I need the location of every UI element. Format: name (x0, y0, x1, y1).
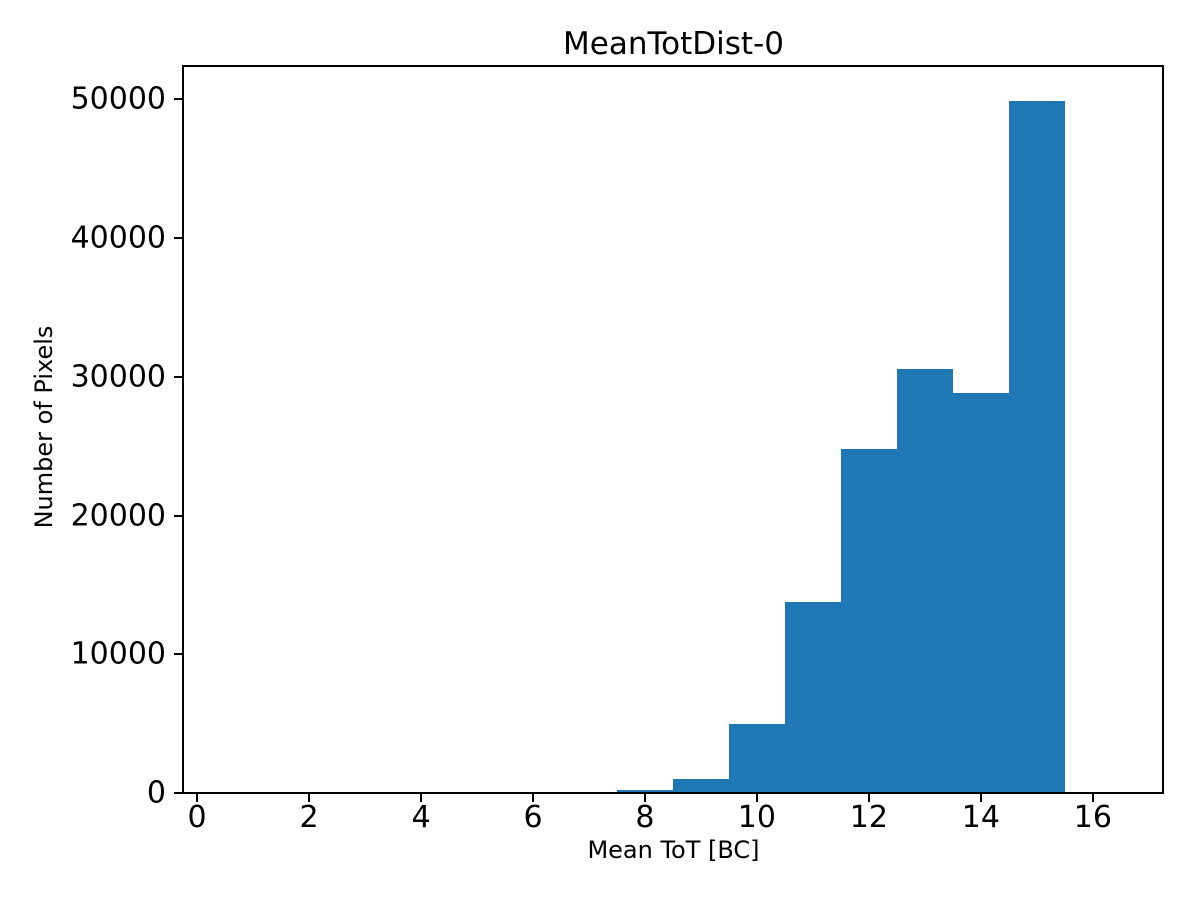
y-tick (174, 237, 182, 239)
x-tick (308, 794, 310, 802)
x-tick-label: 12 (849, 800, 888, 835)
y-tick (174, 653, 182, 656)
y-tick-label: 0 (146, 775, 166, 811)
y-tick-label: 10000 (70, 636, 166, 672)
y-tick-label: 20000 (70, 498, 166, 533)
histogram-bar (784, 601, 841, 792)
y-tick (174, 514, 182, 517)
x-tick (196, 794, 198, 802)
x-tick-label: 6 (523, 800, 543, 835)
x-tick (979, 794, 982, 802)
y-tick-label: 50000 (70, 81, 166, 117)
x-axis-label: Mean ToT [BC] (587, 836, 760, 864)
histogram-bar (896, 368, 953, 792)
x-tick-label: 8 (635, 800, 655, 835)
y-tick (174, 98, 182, 101)
x-tick (1091, 794, 1094, 802)
histogram-bar (952, 393, 1009, 792)
histogram-bar (1008, 100, 1065, 792)
x-tick (532, 794, 534, 802)
histogram-bar (728, 723, 785, 792)
x-tick (867, 794, 870, 802)
y-tick-label: 40000 (70, 220, 166, 256)
x-tick-label: 16 (1073, 800, 1112, 835)
x-tick (420, 794, 422, 802)
x-tick (755, 794, 758, 802)
histogram-bar (616, 789, 673, 792)
histogram-bar (840, 448, 897, 792)
x-tick-label: 10 (737, 800, 776, 835)
histogram-bar (672, 779, 729, 792)
y-tick-label: 30000 (70, 359, 166, 395)
x-tick-label: 2 (299, 800, 319, 835)
x-tick (643, 794, 646, 802)
y-tick (174, 375, 182, 378)
x-tick-label: 14 (961, 800, 1000, 835)
x-tick-label: 4 (411, 800, 431, 835)
x-tick-label: 0 (187, 800, 207, 835)
chart-title: MeanTotDist-0 (563, 26, 784, 62)
y-tick (174, 792, 182, 794)
